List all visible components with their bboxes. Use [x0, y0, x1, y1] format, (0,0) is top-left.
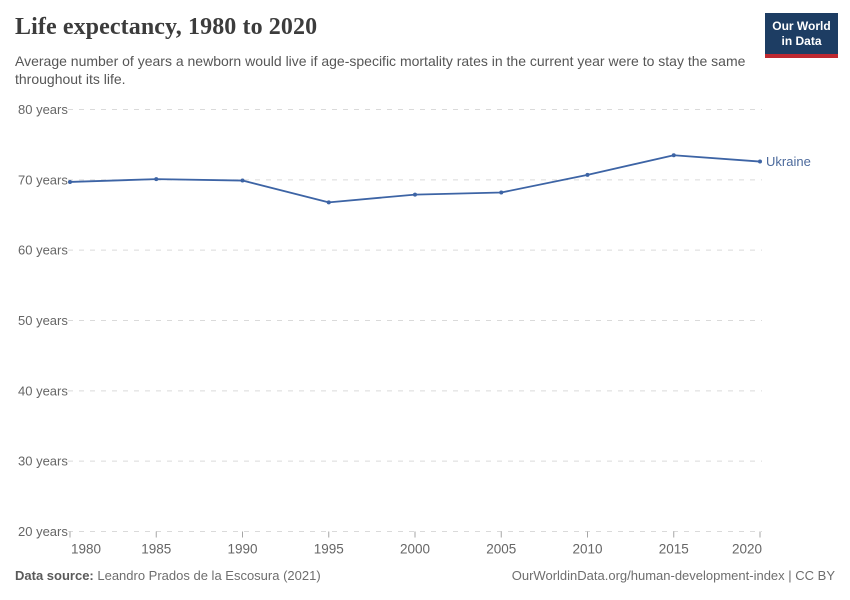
x-axis-label: 1985	[141, 542, 171, 557]
data-source-label: Data source:	[15, 568, 94, 583]
chart-subtitle: Average number of years a newborn would …	[15, 53, 746, 88]
y-axis-label: 80 years	[18, 102, 68, 117]
x-axis-label: 1990	[227, 542, 257, 557]
owid-logo-line1: Our World	[772, 19, 831, 33]
data-point	[326, 200, 331, 205]
y-axis-label: 20 years	[18, 524, 68, 539]
x-axis-label: 2010	[572, 542, 602, 557]
y-axis-label: 60 years	[18, 243, 68, 258]
data-point	[68, 179, 72, 184]
data-point	[585, 172, 590, 177]
series-label: Ukraine	[766, 154, 811, 169]
chart-footer: Data source: Leandro Prados de la Escosu…	[15, 568, 835, 583]
owid-logo: Our World in Data	[765, 13, 838, 58]
page-title: Life expectancy, 1980 to 2020	[15, 14, 318, 40]
x-axis-label: 2005	[486, 542, 516, 557]
chart-svg: 20 years 30 years 40 years 50 years 60 years…	[18, 102, 811, 557]
y-axis-label: 50 years	[18, 313, 68, 328]
x-axis-label: 1980	[71, 542, 101, 557]
data-point	[671, 153, 676, 158]
data-point	[154, 177, 159, 182]
data-source-value: Leandro Prados de la Escosura (2021)	[93, 568, 321, 583]
data-point	[413, 192, 417, 197]
data-point	[240, 178, 245, 183]
data-source: Data source: Leandro Prados de la Escosu…	[15, 568, 321, 583]
y-axis-label: 30 years	[18, 454, 68, 469]
line-chart: 20 years 30 years 40 years 50 years 60 years…	[0, 95, 850, 565]
x-axis-label: 2020	[732, 542, 762, 557]
y-axis-label: 70 years	[18, 172, 68, 187]
owid-logo-line2: in Data	[781, 34, 822, 48]
x-axis-label: 1995	[314, 542, 344, 557]
data-point	[499, 190, 504, 195]
footer-attribution: OurWorldinData.org/human-development-ind…	[511, 568, 835, 583]
y-axis-label: 40 years	[18, 383, 68, 398]
x-axis-label: 2015	[659, 542, 689, 557]
data-point	[758, 159, 762, 164]
x-axis-label: 2000	[400, 542, 430, 557]
